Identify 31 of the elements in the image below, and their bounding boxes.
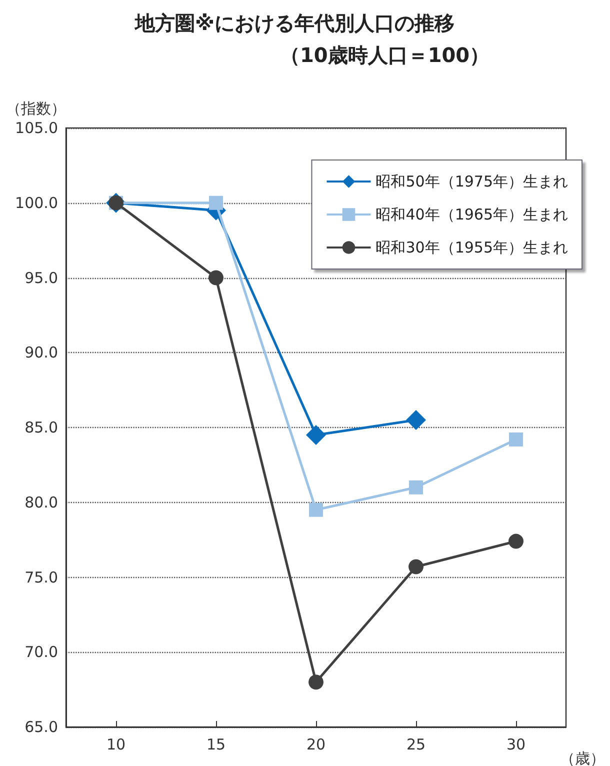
point (409, 480, 423, 494)
y-tick-label: 80.0 (24, 493, 58, 512)
point (306, 424, 326, 445)
y-tick-label: 75.0 (24, 568, 58, 586)
legend-label: 昭和30年（1955年）生まれ (376, 238, 568, 256)
y-tick-label: 70.0 (24, 643, 58, 662)
chart-subtitle: （10歳時人口＝100） (280, 43, 490, 67)
y-tick-label: 95.0 (24, 268, 58, 287)
point (308, 674, 324, 690)
x-tick-label: 30 (506, 736, 526, 754)
legend-label: 昭和40年（1965年）生まれ (376, 206, 568, 224)
y-tick-label: 105.0 (15, 119, 58, 137)
y-tick-label: 100.0 (15, 194, 58, 212)
point (208, 270, 224, 286)
x-axis-title: （歳） (560, 750, 605, 766)
x-tick-label: 20 (306, 736, 326, 754)
y-axis-title: （指数） (6, 100, 66, 118)
x-tick-label: 10 (106, 736, 126, 754)
point (408, 559, 424, 574)
x-tick-label: 25 (406, 736, 426, 754)
y-tick-label: 65.0 (24, 718, 58, 736)
x-tick-label: 15 (206, 736, 226, 754)
point (508, 534, 524, 549)
point (309, 502, 323, 517)
legend-label: 昭和50年（1975年）生まれ (376, 172, 568, 190)
chart-title: 地方圏※における年代別人口の推移 (134, 11, 454, 35)
point (406, 410, 426, 430)
y-tick-label: 85.0 (24, 418, 58, 436)
point (209, 196, 223, 210)
y-tick-label: 90.0 (24, 344, 58, 362)
point (509, 432, 523, 446)
